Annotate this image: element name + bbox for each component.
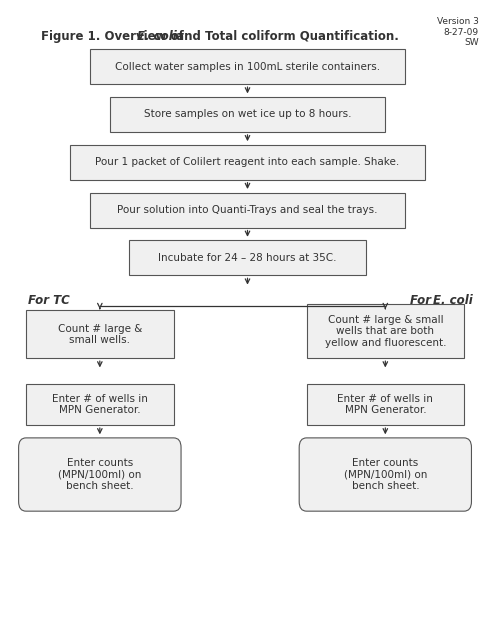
FancyBboxPatch shape: [306, 304, 464, 358]
FancyBboxPatch shape: [129, 241, 366, 275]
FancyBboxPatch shape: [26, 310, 174, 358]
Text: E. coli: E. coli: [137, 30, 177, 43]
Text: Enter # of wells in
MPN Generator.: Enter # of wells in MPN Generator.: [338, 394, 433, 415]
Text: Count # large &
small wells.: Count # large & small wells.: [57, 324, 142, 345]
Text: E. coli: E. coli: [433, 294, 472, 307]
Text: For: For: [410, 294, 435, 307]
Text: Collect water samples in 100mL sterile containers.: Collect water samples in 100mL sterile c…: [115, 61, 380, 72]
Text: and Total coliform Quantification.: and Total coliform Quantification.: [172, 30, 399, 43]
Text: Enter counts
(MPN/100ml) on
bench sheet.: Enter counts (MPN/100ml) on bench sheet.: [344, 458, 427, 491]
FancyBboxPatch shape: [299, 438, 471, 511]
FancyBboxPatch shape: [90, 193, 405, 228]
Text: Count # large & small
wells that are both
yellow and fluorescent.: Count # large & small wells that are bot…: [325, 314, 446, 348]
FancyBboxPatch shape: [306, 384, 464, 425]
FancyBboxPatch shape: [70, 145, 425, 180]
Text: Enter # of wells in
MPN Generator.: Enter # of wells in MPN Generator.: [52, 394, 148, 415]
FancyBboxPatch shape: [90, 49, 405, 84]
FancyBboxPatch shape: [19, 438, 181, 511]
Text: Enter counts
(MPN/100ml) on
bench sheet.: Enter counts (MPN/100ml) on bench sheet.: [58, 458, 142, 491]
FancyBboxPatch shape: [110, 97, 385, 132]
Text: For TC: For TC: [28, 294, 70, 307]
Text: Store samples on wet ice up to 8 hours.: Store samples on wet ice up to 8 hours.: [144, 109, 351, 120]
FancyBboxPatch shape: [26, 384, 174, 425]
Text: Figure 1. Overview of: Figure 1. Overview of: [41, 30, 188, 43]
Text: Version 3
8-27-09
SW: Version 3 8-27-09 SW: [437, 17, 479, 47]
Text: Incubate for 24 – 28 hours at 35C.: Incubate for 24 – 28 hours at 35C.: [158, 253, 337, 263]
Text: Pour solution into Quanti-Trays and seal the trays.: Pour solution into Quanti-Trays and seal…: [117, 205, 378, 215]
Text: Pour 1 packet of Colilert reagent into each sample. Shake.: Pour 1 packet of Colilert reagent into e…: [96, 157, 399, 167]
